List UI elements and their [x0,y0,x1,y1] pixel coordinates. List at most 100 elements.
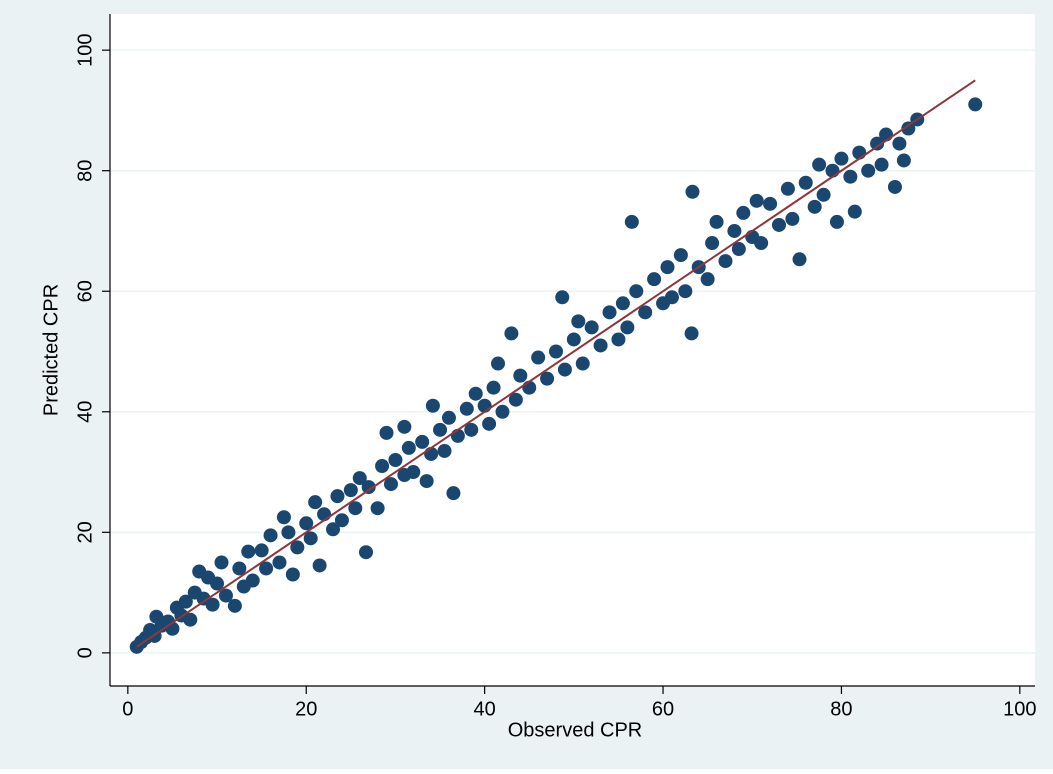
point [602,305,617,320]
point [312,558,327,573]
point [379,425,394,440]
point [792,252,807,267]
point [620,320,635,335]
point [571,314,586,329]
point [749,193,764,208]
point [548,344,563,359]
point [513,368,528,383]
point [397,419,412,434]
point [901,121,916,136]
point [718,254,733,269]
point [272,555,287,570]
point [352,471,367,486]
point [459,401,474,416]
point [468,386,483,401]
point [359,545,374,560]
point [629,284,644,299]
point [673,248,688,263]
point [210,576,225,591]
point [370,501,385,516]
point [241,544,256,559]
point [874,157,889,172]
x-tick-label: 100 [1003,698,1036,720]
point [843,169,858,184]
point [232,561,247,576]
point [245,573,260,588]
point [731,242,746,257]
point [446,486,461,501]
point [555,290,570,305]
point [807,199,822,214]
point [834,151,849,166]
point [727,223,742,238]
point [290,540,305,555]
point [406,465,421,480]
point [664,290,679,305]
y-tick-label: 40 [74,401,96,423]
x-tick-label: 0 [122,698,133,720]
point [375,459,390,474]
point [299,516,314,531]
x-axis-title: Observed CPR [508,719,643,741]
point [383,477,398,492]
point [508,392,523,407]
point [491,356,506,371]
point [624,214,639,229]
point [263,528,278,543]
point [330,489,345,504]
point [593,338,608,353]
point [334,513,349,528]
point [227,598,242,613]
x-tick-label: 20 [295,698,317,720]
point [660,260,675,275]
point [486,380,501,395]
y-tick-label: 20 [74,521,96,543]
point [780,181,795,196]
point [870,136,885,151]
y-tick-label: 100 [74,33,96,66]
point [892,136,907,151]
point [566,332,581,347]
point [325,522,340,537]
point [464,422,479,437]
point [259,561,274,576]
point [557,362,572,377]
point [678,284,693,299]
point [425,398,440,413]
point [847,204,862,219]
point [482,416,497,431]
x-tick-label: 60 [652,698,674,720]
point [812,157,827,172]
point [816,187,831,202]
point [433,422,448,437]
point [254,543,269,558]
point [754,236,769,251]
point [647,272,662,287]
point [419,474,434,489]
x-tick-label: 40 [474,698,496,720]
point [343,483,358,498]
point [218,588,233,603]
point [285,567,300,582]
y-axis-title: Predicted CPR [40,284,62,416]
point [361,480,376,495]
point [785,211,800,226]
point [178,594,193,609]
y-tick-label: 80 [74,160,96,182]
y-tick-label: 60 [74,280,96,302]
point [308,495,323,510]
point [684,326,699,341]
point [281,525,296,540]
point [700,272,715,287]
point [861,163,876,178]
point [887,179,902,194]
point [584,320,599,335]
point [829,214,844,229]
point [896,153,911,168]
point [798,175,813,190]
point [736,205,751,220]
point [540,371,555,386]
point [709,214,724,229]
point [504,326,519,341]
